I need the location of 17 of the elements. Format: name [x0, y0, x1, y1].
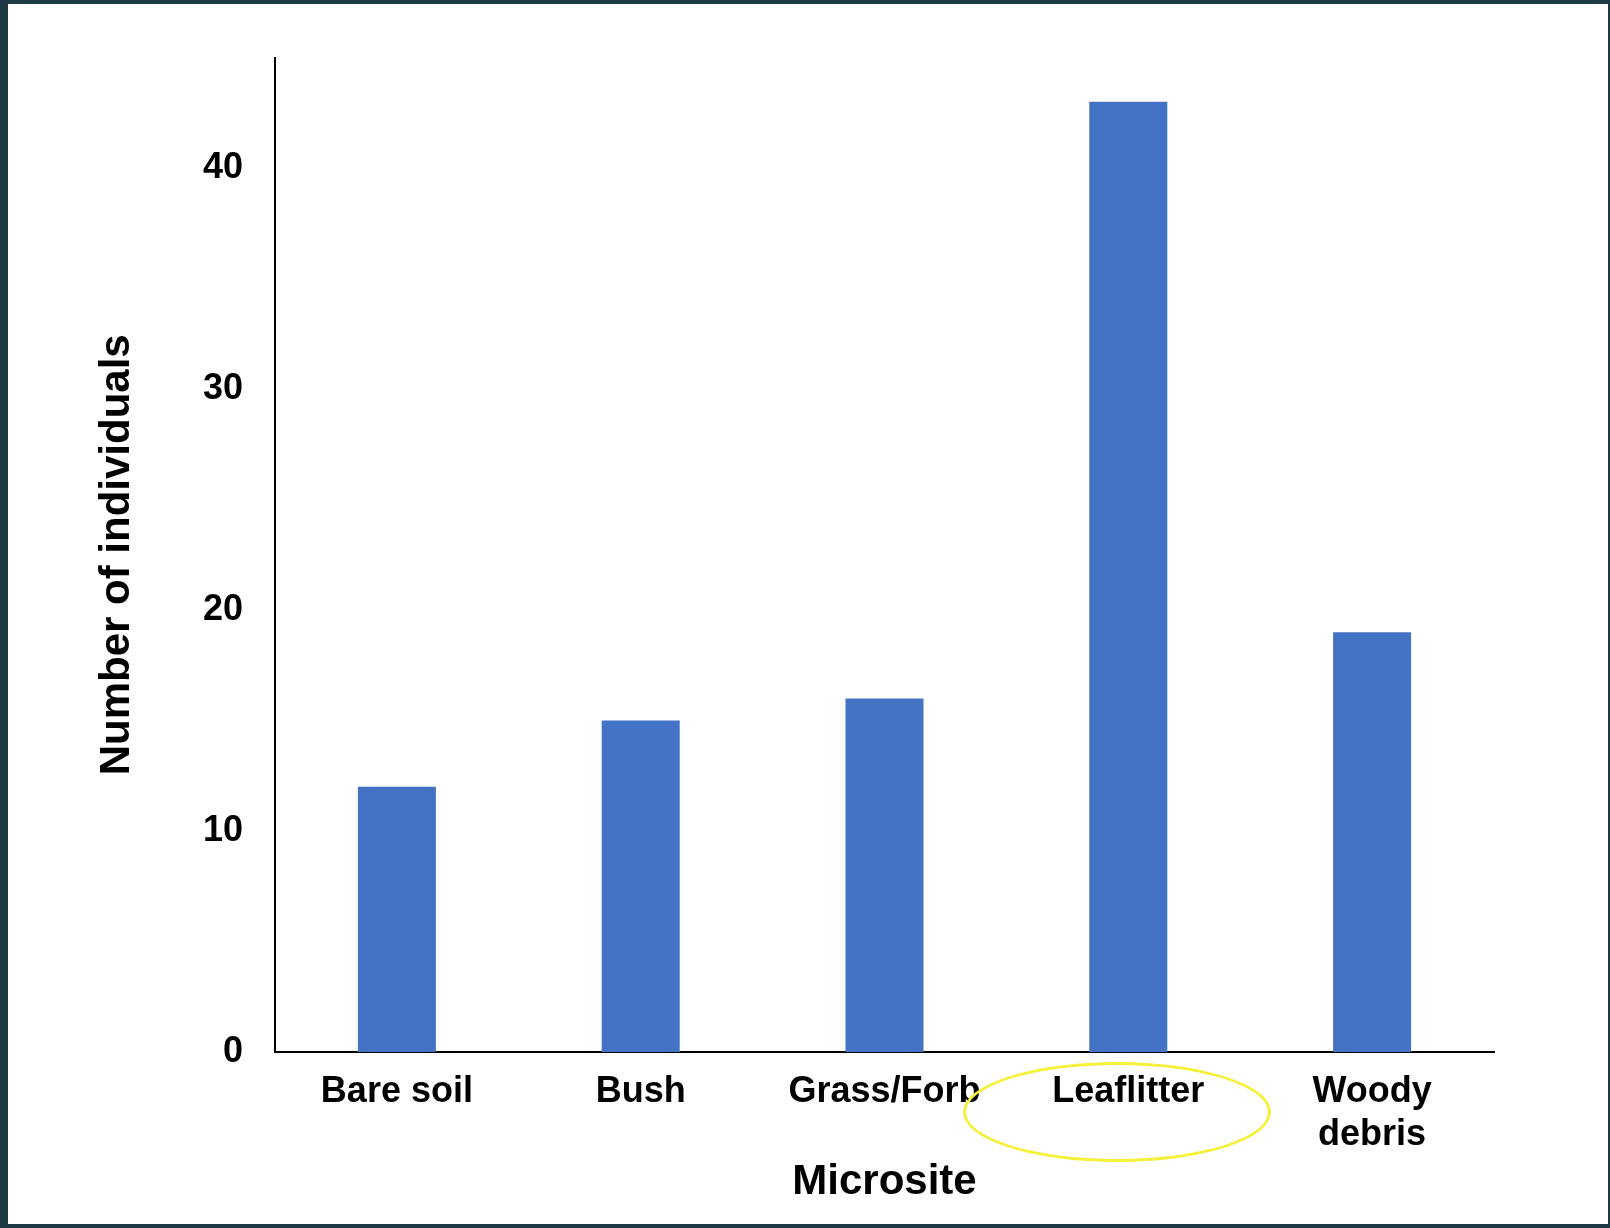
y-tick-label: 10	[202, 807, 243, 849]
x-tick-label: Bush	[595, 1068, 686, 1110]
y-tick-label: 20	[202, 586, 243, 628]
bar	[845, 698, 924, 1052]
bar	[357, 786, 436, 1052]
bar	[601, 720, 680, 1052]
x-tick-label: Bare soil	[320, 1068, 473, 1110]
y-tick-label: 0	[222, 1028, 243, 1070]
y-tick-label: 40	[202, 145, 243, 187]
y-axis-title: Number of individuals	[90, 334, 138, 776]
x-tick-label: Leaflitter	[1052, 1068, 1205, 1110]
bar	[1333, 632, 1412, 1052]
x-tick-label: Woody debris	[1312, 1068, 1432, 1153]
x-tick-label: Grass/Forb	[788, 1068, 981, 1110]
bar	[1089, 101, 1168, 1052]
x-axis-title: Microsite	[792, 1156, 977, 1204]
y-tick-label: 30	[202, 365, 243, 407]
